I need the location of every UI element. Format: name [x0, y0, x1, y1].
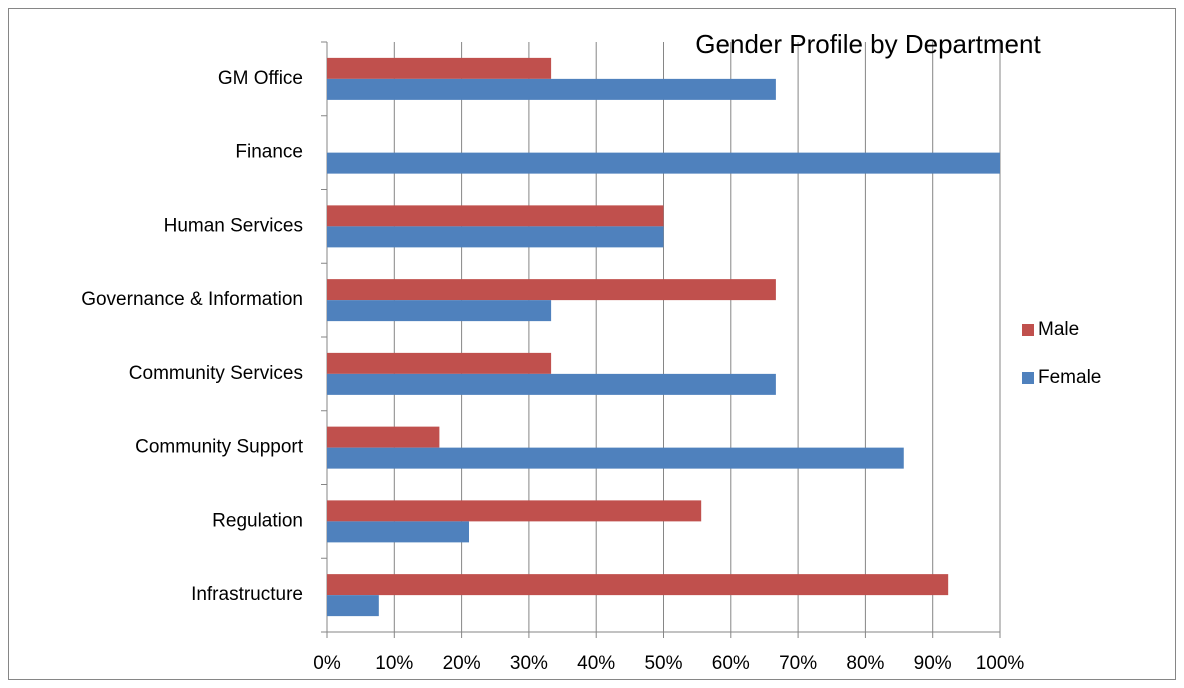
bar — [327, 300, 552, 322]
x-tick-label: 100% — [976, 653, 1025, 674]
x-tick-label: 50% — [644, 653, 682, 674]
x-tick-label: 40% — [577, 653, 615, 674]
x-tick-label: 90% — [914, 653, 952, 674]
bar — [327, 574, 949, 596]
bar — [327, 279, 776, 301]
bar — [327, 426, 440, 448]
chart-border — [8, 8, 1176, 680]
y-tick-label: Infrastructure — [191, 584, 303, 605]
bar — [327, 57, 552, 79]
y-tick-label: Regulation — [212, 510, 303, 531]
y-tick-label: GM Office — [218, 68, 303, 89]
y-tick-label: Community Services — [129, 363, 303, 384]
bar — [327, 447, 904, 469]
legend-label: Male — [1038, 319, 1079, 340]
bar — [327, 595, 379, 617]
y-tick-label: Community Support — [135, 437, 304, 458]
x-tick-label: 80% — [846, 653, 884, 674]
y-tick-label: Finance — [235, 142, 303, 163]
legend-swatch — [1022, 324, 1034, 336]
x-tick-label: 10% — [375, 653, 413, 674]
x-tick-label: 30% — [510, 653, 548, 674]
y-tick-label: Human Services — [164, 215, 303, 236]
bar — [327, 521, 470, 543]
bar — [327, 78, 776, 100]
x-tick-label: 60% — [712, 653, 750, 674]
bar — [327, 500, 702, 522]
bar — [327, 152, 1000, 174]
bar — [327, 352, 552, 374]
bar — [327, 226, 664, 248]
legend-label: Female — [1038, 367, 1101, 388]
bar — [327, 373, 776, 395]
x-tick-label: 70% — [779, 653, 817, 674]
x-tick-label: 0% — [313, 653, 341, 674]
y-tick-label: Governance & Information — [81, 289, 303, 310]
legend-swatch — [1022, 372, 1034, 384]
chart-title: Gender Profile by Department — [695, 29, 1041, 59]
x-tick-label: 20% — [443, 653, 481, 674]
bar — [327, 205, 664, 227]
